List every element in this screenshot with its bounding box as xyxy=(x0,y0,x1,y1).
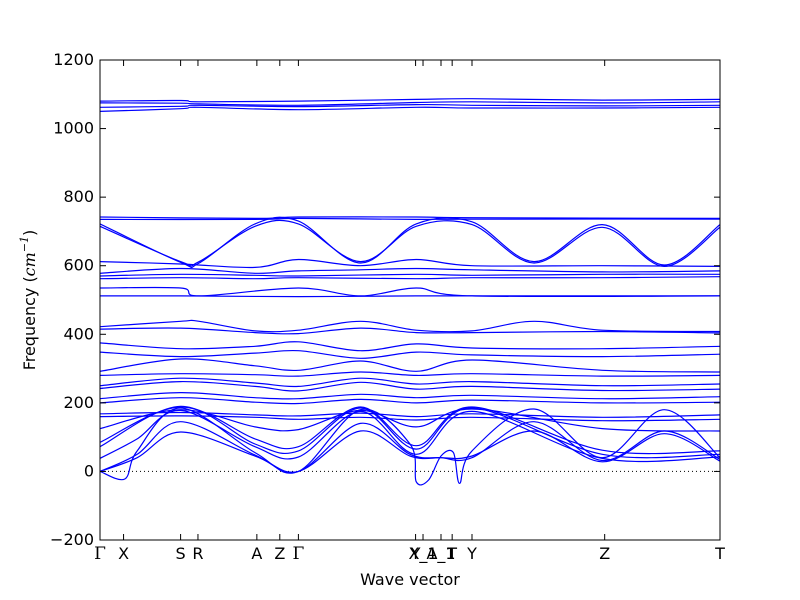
x-tick-label: Z xyxy=(599,544,610,563)
band-line-2 xyxy=(100,101,720,106)
band-line-9 xyxy=(100,258,720,269)
x-tick-label: T xyxy=(446,544,457,563)
phonon-bands xyxy=(100,98,720,486)
x-tick-label: X_1 xyxy=(408,544,437,564)
x-tick-label: T xyxy=(714,544,725,563)
band-line-33 xyxy=(100,430,720,473)
band-line-27 xyxy=(100,408,720,432)
band-line-12 xyxy=(100,276,720,280)
y-tick-label: −200 xyxy=(50,530,94,549)
y-tick-label: 400 xyxy=(63,324,94,343)
x-tick-label: Y xyxy=(410,544,421,563)
band-line-14 xyxy=(100,295,720,298)
y-tick-label: 600 xyxy=(63,256,94,275)
x-tick-label: A xyxy=(251,544,262,563)
y-tick-label: 200 xyxy=(63,393,94,412)
y-tick-label: 1200 xyxy=(53,50,94,69)
x-axis-label: Wave vector xyxy=(360,570,460,589)
band-line-6 xyxy=(100,217,720,221)
band-line-1 xyxy=(100,98,720,103)
y-axis-ticks: −200 0 200 400 600 800 1000 1200 xyxy=(50,50,720,549)
band-line-4 xyxy=(100,106,720,112)
x-tick-labels: Γ X S R A Z Γ YX_1A_1T Y Z T xyxy=(94,544,725,564)
x-tick-label: Γ xyxy=(293,544,305,564)
band-line-26 xyxy=(100,415,720,422)
band-line-5 xyxy=(100,216,720,220)
band-line-17 xyxy=(100,341,720,352)
band-line-32 xyxy=(100,421,720,474)
y-tick-label: 1000 xyxy=(53,119,94,138)
band-line-15 xyxy=(100,319,720,333)
x-tick-label: Y xyxy=(466,544,477,563)
band-line-18 xyxy=(100,349,720,359)
x-tick-label: A_1 xyxy=(426,544,455,564)
y-axis-label: Frequency (cm−1) xyxy=(18,230,39,371)
x-tick-label: Z xyxy=(274,544,285,563)
y-tick-label: 0 xyxy=(84,461,94,480)
band-line-31 xyxy=(100,407,720,486)
band-line-8 xyxy=(100,219,720,268)
band-line-19 xyxy=(100,358,720,373)
band-line-11 xyxy=(100,273,720,277)
band-line-21 xyxy=(100,377,720,388)
band-line-30 xyxy=(100,409,720,463)
band-line-3 xyxy=(100,103,720,108)
x-tick-label: R xyxy=(192,544,203,563)
x-tick-label: X xyxy=(118,544,129,563)
band-line-20 xyxy=(100,371,720,377)
band-line-22 xyxy=(100,380,720,392)
plot-frame xyxy=(99,59,721,541)
band-line-23 xyxy=(100,391,720,400)
band-line-16 xyxy=(100,327,720,335)
x-tick-label: Γ xyxy=(94,544,106,564)
x-tick-label: S xyxy=(176,544,186,563)
y-tick-label: 800 xyxy=(63,187,94,206)
band-line-24 xyxy=(100,397,720,405)
band-line-7 xyxy=(100,216,720,269)
band-line-29 xyxy=(100,405,720,459)
band-line-10 xyxy=(100,267,720,274)
